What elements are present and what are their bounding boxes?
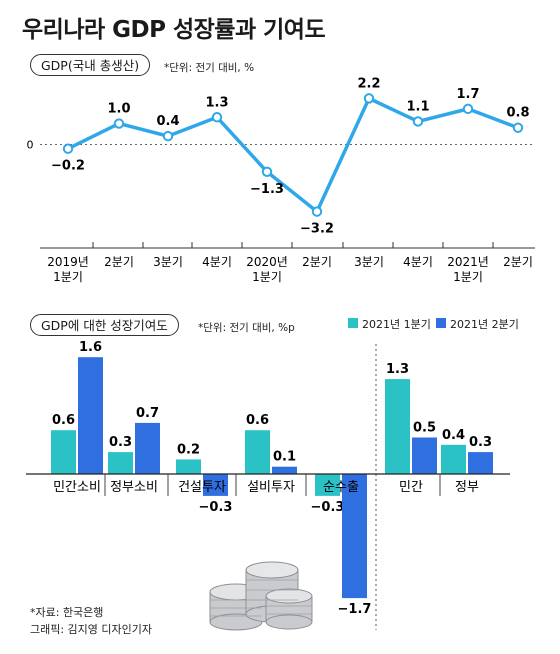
gdp-point	[162, 130, 174, 142]
category-label: 건설투자	[178, 480, 226, 495]
x-tick-label: 2019년 1분기	[47, 255, 89, 284]
graphic-credit: 그래픽: 김지영 디자인기자	[30, 623, 153, 636]
bar-value-label: 0.7	[136, 406, 159, 421]
gdp-point	[363, 93, 375, 104]
bar-value-label: 0.4	[442, 428, 465, 443]
bar-2021-q2	[272, 466, 297, 474]
bar-2021-q1	[441, 444, 466, 474]
bar-value-label: 0.2	[177, 442, 200, 457]
contribution-unit-note: *단위: 전기 대비, %p	[198, 322, 295, 334]
gdp-point	[412, 116, 424, 127]
x-tick-label: 2분기	[104, 255, 134, 269]
zero-tick-label: 0	[27, 139, 34, 152]
gdp-point	[113, 118, 125, 129]
x-tick-label: 2분기	[503, 255, 533, 269]
bar-2021-q1	[385, 379, 410, 474]
gdp-chart-tag: GDP(국내 총생산)	[30, 54, 151, 76]
gdp-point	[512, 122, 524, 133]
bar-2021-q2	[342, 474, 367, 599]
bar-2021-q2	[468, 452, 493, 474]
bar-value-label: 0.6	[246, 413, 269, 428]
contribution-chart-tag: GDP에 대한 성장기여도	[30, 314, 179, 336]
gdp-value-label: 1.1	[406, 99, 429, 114]
legend-swatch-q1	[348, 318, 358, 328]
bar-2021-q2	[412, 437, 437, 474]
gdp-value-label: 0.4	[156, 114, 179, 129]
gdp-unit-note: *단위: 전기 대비, %	[164, 62, 255, 74]
bar-2021-q1	[315, 474, 340, 496]
x-tick-label: 2021년 1분기	[447, 255, 489, 284]
bar-2021-q2	[203, 474, 228, 496]
bar-value-label: 1.6	[79, 340, 102, 355]
x-tick-label: 4분기	[403, 255, 433, 269]
source-note: *자료: 한국은행	[30, 606, 104, 619]
category-label: 정부	[455, 480, 479, 495]
category-label: 설비투자	[247, 480, 295, 495]
bar-2021-q2	[78, 357, 103, 474]
gdp-value-label: −3.2	[300, 222, 334, 237]
category-label: 민간소비	[53, 480, 101, 495]
coins-illustration	[209, 561, 313, 631]
bar-value-label: 0.3	[469, 435, 492, 450]
bar-value-label: 0.6	[52, 413, 75, 428]
legend-swatch-q2	[436, 318, 446, 328]
page-title: 우리나라 GDP 성장률과 기여도	[22, 17, 326, 43]
category-label: 정부소비	[110, 480, 158, 495]
gdp-point	[311, 206, 323, 217]
x-tick-label: 3분기	[153, 255, 183, 269]
legend-label-q1: 2021년 1분기	[362, 318, 431, 331]
x-tick-label: 3분기	[354, 255, 384, 269]
gdp-value-label: −1.3	[250, 182, 284, 197]
gdp-point	[462, 103, 474, 115]
bar-2021-q1	[108, 452, 133, 474]
gdp-value-label: 2.2	[357, 76, 380, 91]
gdp-point	[261, 166, 273, 177]
gdp-value-label: 1.3	[205, 95, 228, 110]
gdp-value-label: 1.7	[456, 87, 479, 102]
bar-value-label: 0.5	[413, 421, 436, 436]
bar-2021-q2	[135, 422, 160, 474]
bar-value-label: 0.1	[273, 450, 296, 465]
bar-value-label: 1.3	[386, 362, 409, 377]
gdp-point	[211, 112, 223, 123]
bar-2021-q1	[176, 459, 201, 474]
bar-value-label: 0.3	[109, 435, 132, 450]
gdp-point	[62, 143, 74, 154]
legend-label-q2: 2021년 2분기	[450, 318, 519, 331]
x-tick-label: 2020년 1분기	[246, 255, 288, 284]
category-label: 순수출	[323, 480, 359, 495]
gdp-line-chart: 0 −0.2 1.0 0.4 1.3 −1.3 −3.2 2.2 1.1 1.7 0.8 2019년 1…	[27, 76, 535, 284]
bar-value-label: −0.3	[199, 500, 233, 515]
gdp-value-label: 0.8	[506, 106, 529, 121]
gdp-value-label: −0.2	[51, 159, 85, 174]
x-tick-label: 4분기	[202, 255, 232, 269]
bar-value-label: −0.3	[311, 500, 345, 515]
x-tick-label: 2분기	[302, 255, 332, 269]
gdp-series-line	[67, 96, 519, 214]
bar-2021-q1	[51, 430, 76, 474]
bar-value-label: −1.7	[338, 602, 372, 617]
gdp-value-label: 1.0	[107, 102, 130, 117]
category-label: 민간	[399, 480, 423, 495]
bar-2021-q1	[245, 430, 270, 474]
contribution-bar-chart: 0.6 0.3 0.2 0.6 −0.3 1.3 0.4 1.6 0.7 −0.3 0.1 −1.7 0…	[26, 340, 510, 630]
